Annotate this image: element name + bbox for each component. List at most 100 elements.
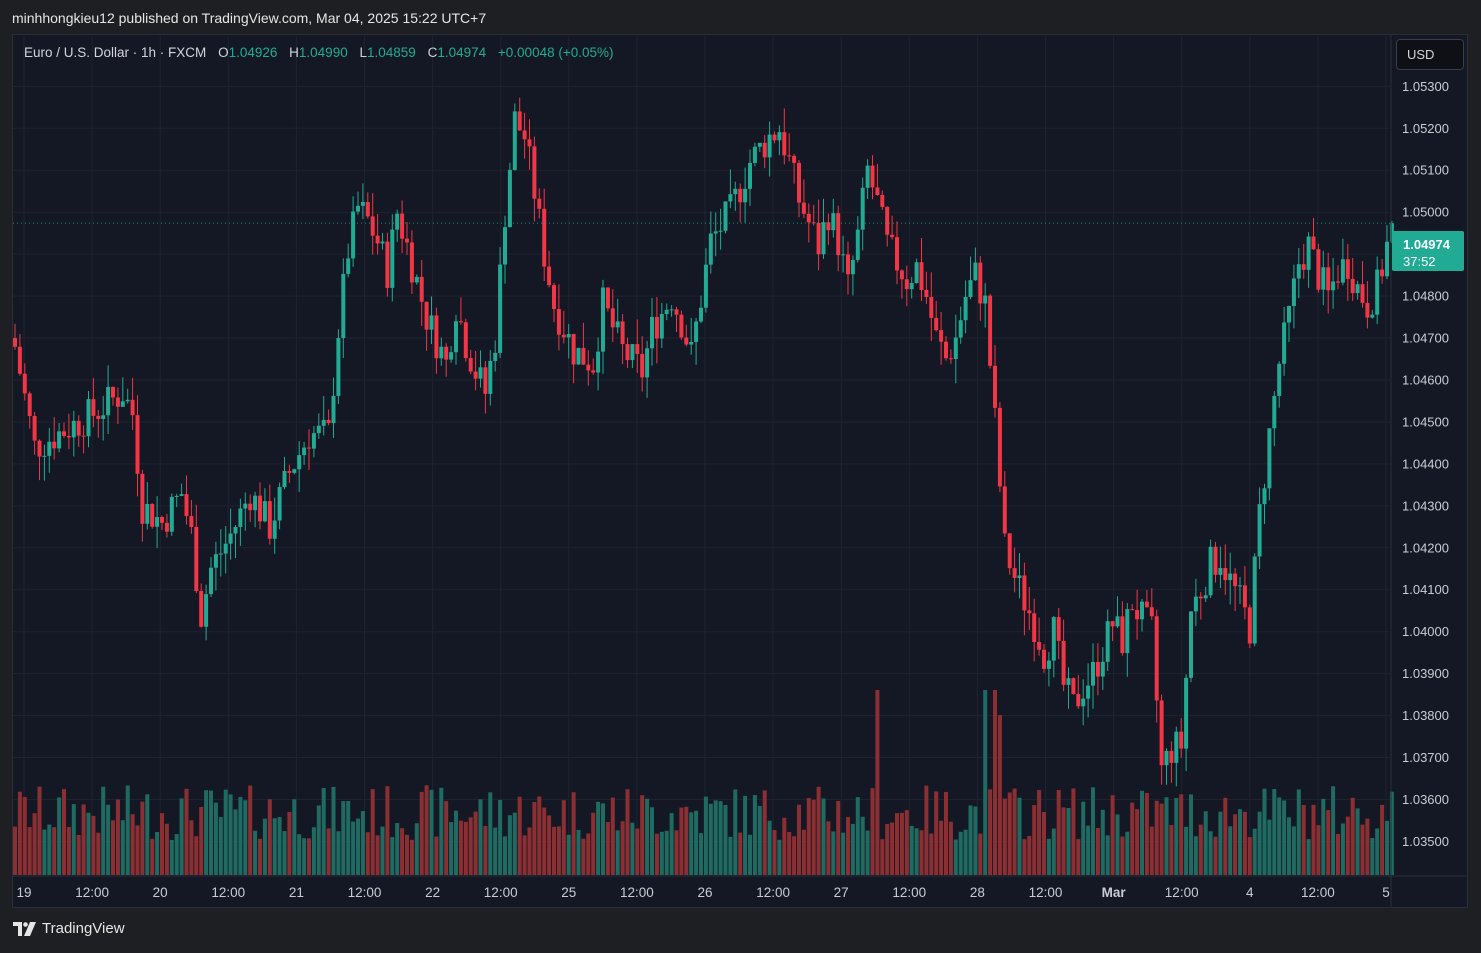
candle-body bbox=[1149, 607, 1154, 617]
candle-body bbox=[948, 358, 953, 360]
candle-body bbox=[209, 567, 213, 595]
candle-body bbox=[1247, 607, 1252, 644]
volume-bar bbox=[62, 789, 66, 875]
candle-body bbox=[1389, 223, 1394, 242]
volume-bar bbox=[635, 828, 640, 875]
volume-bar bbox=[184, 788, 189, 875]
volume-bar bbox=[380, 826, 385, 875]
volume-bar bbox=[1385, 820, 1389, 875]
candle-body bbox=[1066, 678, 1071, 685]
candle-body bbox=[963, 296, 968, 321]
open-value: 1.04926 bbox=[228, 45, 278, 60]
candle-body bbox=[380, 241, 385, 244]
volume-bar bbox=[654, 833, 659, 875]
volume-bar bbox=[826, 821, 831, 875]
volume-bar bbox=[571, 792, 576, 875]
volume-bar bbox=[1086, 825, 1091, 875]
candle-body bbox=[1228, 573, 1233, 581]
candle-body bbox=[135, 415, 140, 474]
volume-bar bbox=[532, 802, 537, 875]
volume-bar bbox=[1267, 819, 1272, 875]
candle-body bbox=[1012, 568, 1017, 578]
candle-body bbox=[1365, 302, 1370, 318]
candle-body bbox=[223, 543, 228, 554]
candle-body bbox=[1046, 660, 1051, 669]
candle-body bbox=[512, 111, 517, 170]
y-tick-label: 1.03600 bbox=[1402, 792, 1449, 807]
volume-bar bbox=[782, 817, 787, 875]
y-tick-label: 1.03700 bbox=[1402, 750, 1449, 765]
volume-bar bbox=[1140, 790, 1144, 875]
volume-bar bbox=[292, 799, 297, 875]
candle-body bbox=[507, 169, 512, 228]
candle-body bbox=[13, 338, 17, 347]
currency-button[interactable]: USD bbox=[1396, 39, 1464, 70]
candle-body bbox=[870, 165, 875, 188]
x-tick-label: 12:00 bbox=[211, 885, 245, 900]
candle-body bbox=[1311, 236, 1316, 250]
candle-body bbox=[630, 344, 635, 361]
candle-body bbox=[262, 501, 267, 522]
volume-bar bbox=[409, 839, 414, 875]
volume-bar bbox=[743, 795, 748, 875]
volume-bar bbox=[81, 804, 86, 875]
x-tick-label: 12:00 bbox=[1029, 885, 1063, 900]
candle-body bbox=[316, 425, 321, 434]
candle-body bbox=[1140, 601, 1144, 620]
x-tick-label: 19 bbox=[16, 885, 31, 900]
candle-body bbox=[32, 415, 37, 441]
volume-bar bbox=[390, 837, 395, 875]
volume-bar bbox=[601, 803, 605, 875]
volume-bar bbox=[846, 816, 850, 875]
candle-body bbox=[1007, 533, 1012, 569]
volume-bar bbox=[978, 833, 983, 875]
x-tick-label: 12:00 bbox=[75, 885, 109, 900]
volume-bar bbox=[948, 821, 953, 875]
volume-bar bbox=[777, 839, 782, 875]
candle-body bbox=[801, 202, 806, 214]
volume-bar bbox=[326, 828, 331, 875]
volume-bar bbox=[1360, 824, 1365, 875]
symbol-label[interactable]: Euro / U.S. Dollar · 1h · FXCM bbox=[24, 45, 207, 60]
volume-bar bbox=[233, 809, 238, 875]
volume-bar bbox=[101, 786, 106, 875]
candle-body bbox=[86, 399, 91, 437]
candle-body bbox=[1306, 236, 1311, 270]
volume-bar bbox=[179, 798, 184, 875]
volume-bar bbox=[1017, 797, 1022, 875]
candle-body bbox=[336, 338, 341, 396]
y-tick-label: 1.05000 bbox=[1402, 205, 1449, 220]
volume-bar bbox=[1218, 811, 1223, 875]
volume-bar bbox=[130, 814, 135, 875]
volume-bar bbox=[566, 834, 571, 875]
candle-body bbox=[297, 455, 302, 470]
volume-bar bbox=[248, 785, 253, 875]
volume-bar bbox=[160, 813, 164, 875]
volume-bar bbox=[1105, 835, 1110, 875]
candle-body bbox=[792, 155, 797, 163]
volume-bar bbox=[983, 690, 988, 875]
tradingview-logo[interactable]: TradingView bbox=[13, 920, 125, 937]
candle-body bbox=[76, 420, 81, 436]
volume-bar bbox=[498, 799, 503, 875]
volume-bar bbox=[968, 805, 973, 875]
candle-body bbox=[37, 440, 42, 457]
candle-body bbox=[493, 352, 498, 361]
candle-body bbox=[640, 353, 645, 378]
candle-body bbox=[605, 287, 610, 309]
candle-body bbox=[635, 344, 640, 354]
volume-bar bbox=[493, 827, 498, 875]
candle-body bbox=[909, 283, 914, 290]
x-tick-label: 12:00 bbox=[756, 885, 790, 900]
volume-bar bbox=[1389, 791, 1394, 875]
volume-bar bbox=[689, 812, 694, 875]
candle-body bbox=[130, 399, 135, 416]
candle-body bbox=[836, 213, 841, 256]
volume-bar bbox=[365, 832, 370, 875]
volume-bar bbox=[140, 801, 145, 875]
candle-body bbox=[66, 435, 71, 438]
volume-bar bbox=[1213, 836, 1218, 875]
volume-bar bbox=[194, 836, 199, 875]
volume-bar bbox=[517, 796, 522, 875]
